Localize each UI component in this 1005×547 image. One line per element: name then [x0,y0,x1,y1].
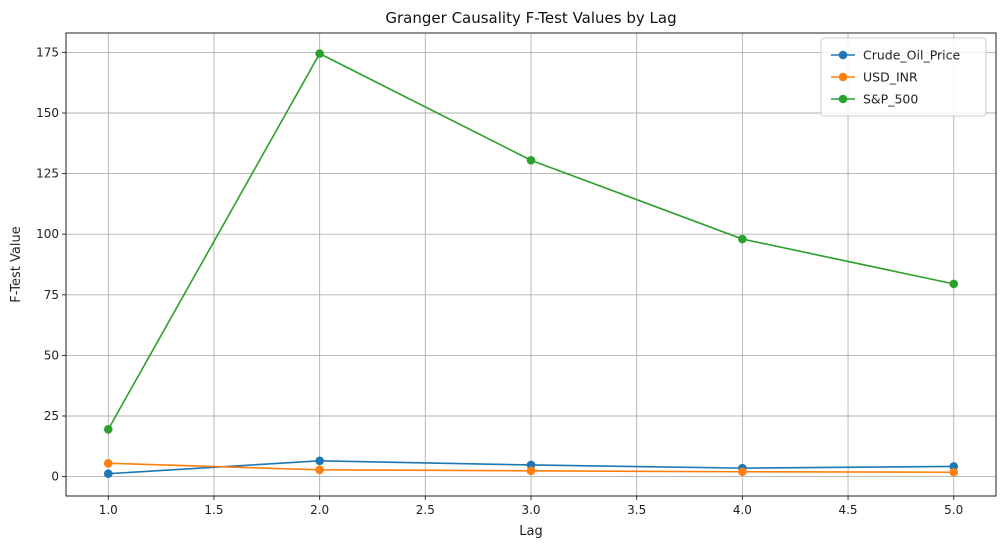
series-usd-inr [103,458,959,477]
data-point-s-p-500 [103,425,113,434]
y-axis-label: F-Test Value [9,226,24,302]
x-tick-label: 3.5 [627,503,646,517]
chart-title: Granger Causality F-Test Values by Lag [385,9,676,27]
x-tick-label: 4.0 [733,503,752,517]
y-tick-label: 125 [36,167,59,181]
y-tick-label: 25 [44,409,59,423]
data-point-s-p-500 [315,49,324,58]
x-axis-label: Lag [519,524,542,539]
data-point-usd-inr [949,467,959,477]
x-tick-label: 1.0 [99,503,118,517]
series-s-p-500 [103,49,959,434]
data-point-s-p-500 [949,279,959,289]
data-point-usd-inr [738,467,747,477]
data-point-crude-oil-price [315,456,324,466]
y-tick-label: 0 [51,470,59,484]
legend-label: Crude_Oil_Price [863,48,961,63]
x-tick-label: 4.5 [838,503,857,517]
legend-item-s-p-500: S&P_500 [831,92,918,107]
legend: Crude_Oil_Price USD_INR S&P_500 [820,37,987,117]
data-point-s-p-500 [738,234,747,244]
series-layer [103,49,959,478]
y-axis: 0 25 50 75 100 125 150 175 [36,45,66,484]
y-tick-label: 175 [36,45,59,59]
x-tick-label: 3.0 [521,503,540,517]
legend-marker [838,50,848,60]
legend-marker [838,72,848,82]
y-tick-label: 150 [36,106,59,120]
legend-label: USD_INR [863,70,918,85]
legend-item-usd-inr: USD_INR [831,70,918,85]
legend-item-crude-oil-price: Crude_Oil_Price [831,48,961,63]
x-tick-label: 2.5 [416,503,435,517]
x-tick-label: 2.0 [310,503,329,517]
legend-marker [838,94,848,104]
grid [66,33,996,496]
data-point-crude-oil-price [103,469,113,478]
legend-label: S&P_500 [863,92,918,107]
x-axis: 1.0 1.5 2.0 2.5 3.0 3.5 4.0 4.5 5.0 [99,496,963,517]
x-tick-label: 5.0 [944,503,963,517]
data-point-usd-inr [103,458,113,468]
x-tick-label: 1.5 [204,503,223,517]
data-point-usd-inr [315,465,324,475]
data-point-s-p-500 [526,155,536,165]
legend-box [820,37,987,117]
data-point-usd-inr [526,466,536,476]
y-tick-label: 100 [36,227,59,241]
y-tick-label: 75 [44,288,59,302]
y-tick-label: 50 [44,348,59,362]
